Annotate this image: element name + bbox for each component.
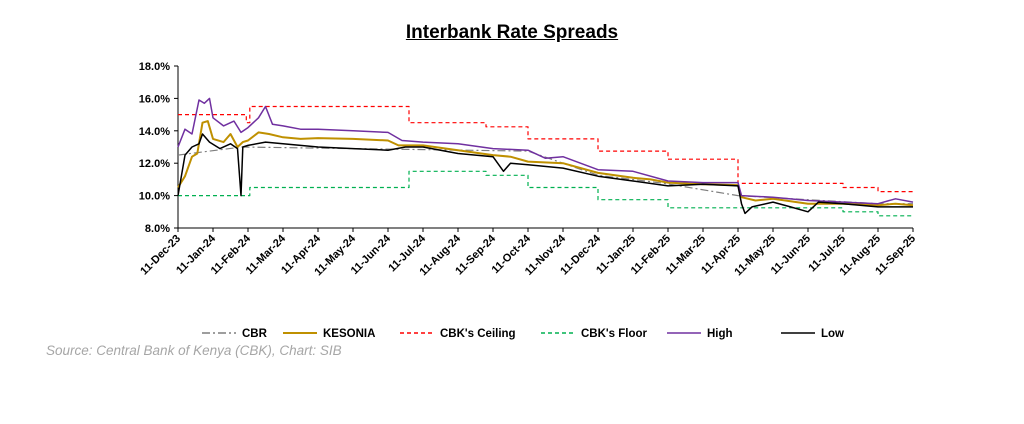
y-tick-label: 8.0% — [145, 223, 170, 235]
series-line-cbr — [177, 146, 913, 205]
y-tick-label: 16.0% — [139, 93, 170, 105]
series-line-low — [177, 133, 913, 215]
series-line-kesonia — [177, 120, 914, 207]
source-note: Source: Central Bank of Kenya (CBK), Cha… — [46, 343, 342, 358]
legend-label-cbr: CBR — [242, 328, 268, 340]
y-tick-label: 10.0% — [139, 191, 170, 203]
series-layer — [177, 97, 914, 217]
legend-label-high: High — [707, 328, 733, 340]
legend-label-cbk-s-ceiling: CBK's Ceiling — [440, 328, 516, 340]
legend-label-kesonia: KESONIA — [323, 328, 375, 340]
series-line-high — [177, 97, 914, 205]
legend-label-low: Low — [821, 328, 844, 340]
y-axis: 8.0% 10.0% 12.0% 14.0% 16.0% 18.0% — [139, 61, 179, 235]
series-line-cbk-s-ceiling — [178, 105, 913, 193]
y-tick-label: 18.0% — [139, 61, 170, 73]
y-tick-label: 12.0% — [139, 158, 170, 170]
legend-label-cbk-s-floor: CBK's Floor — [581, 328, 648, 340]
y-tick-label: 14.0% — [139, 126, 170, 138]
x-axis: 11-Dec-2311-Jan-2411-Feb-2411-Mar-2411-A… — [138, 227, 918, 278]
series-line-cbk-s-floor — [178, 170, 913, 217]
legend: CBR KESONIA CBK's Ceiling CBK's Floor High Lo… — [202, 328, 844, 340]
chart-title: Interbank Rate Spreads — [405, 22, 619, 43]
